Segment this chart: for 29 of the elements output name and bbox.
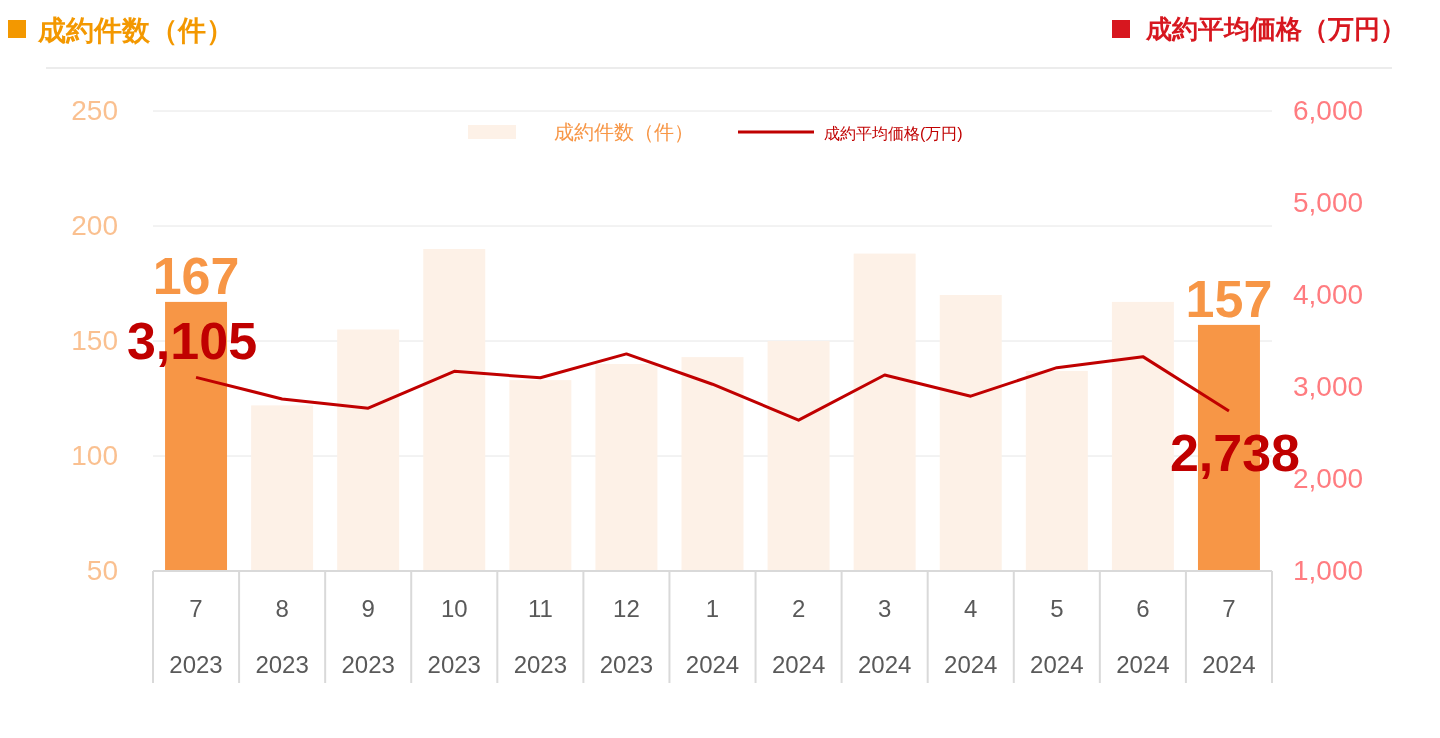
data-label: 157 — [1185, 269, 1273, 328]
category-label: 7 2023 — [169, 595, 223, 678]
category-label: 1 2024 — [685, 595, 740, 678]
y-tick-label: 250 — [71, 95, 118, 126]
y2-tick-label: 3,000 — [1293, 371, 1364, 402]
y-tick-label: 200 — [71, 210, 118, 241]
y-tick-label: 150 — [71, 325, 118, 356]
category-label: 5 2024 — [1030, 595, 1084, 678]
category-label: 8 2023 — [255, 595, 309, 678]
y2-tick-label: 4,000 — [1293, 279, 1364, 310]
y-axis-title: 成約件数（件） — [37, 15, 234, 46]
legend-label: 成約平均価格(万円) — [824, 125, 963, 142]
y2-tick-label: 6,000 — [1293, 95, 1364, 126]
category-label: 2 2024 — [771, 595, 826, 678]
y2-axis-title: 成約平均価格（万円） — [1145, 14, 1406, 44]
data-label: 167 — [152, 246, 240, 305]
category-label: 9 2023 — [341, 595, 395, 678]
category-label: 10 2023 — [427, 595, 481, 678]
y2-tick-label: 1,000 — [1293, 555, 1364, 586]
legend-label: 成約件数（件） — [554, 121, 694, 143]
category-label: 6 2024 — [1116, 595, 1170, 678]
category-label: 3 2024 — [857, 595, 912, 678]
category-label: 7 2024 — [1202, 595, 1256, 678]
y-tick-label: 100 — [71, 440, 118, 471]
category-label: 4 2024 — [944, 595, 998, 678]
category-label: 12 2023 — [599, 595, 654, 678]
category-label: 11 2023 — [513, 595, 568, 678]
y-tick-label: 50 — [86, 555, 118, 586]
y2-tick-label: 5,000 — [1293, 187, 1364, 218]
